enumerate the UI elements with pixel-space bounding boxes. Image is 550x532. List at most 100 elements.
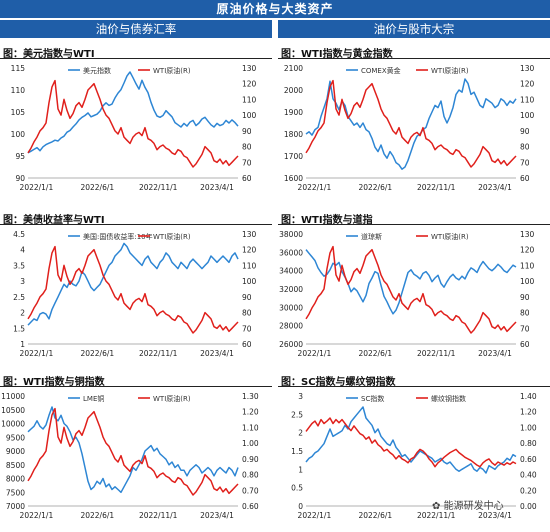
left-tick-label: 32000 — [279, 285, 303, 294]
x-tick-label: 2022/1/1 — [20, 511, 54, 520]
series-line-0 — [27, 242, 239, 326]
left-tick-label: 4.5 — [13, 230, 25, 239]
right-tick-label: 90 — [520, 127, 530, 136]
legend-label: 螺纹钢指数 — [431, 394, 466, 403]
left-tick-label: 2.5 — [13, 293, 25, 302]
x-tick-label: 2022/1/1 — [20, 349, 54, 358]
x-tick-label: 2022/6/1 — [80, 183, 114, 192]
right-tick-label: 60 — [242, 340, 252, 349]
x-tick-label: 2022/11/1 — [139, 183, 178, 192]
right-tick-label: 110 — [520, 261, 535, 270]
left-tick-label: 95 — [15, 152, 25, 161]
legend-label: WTI原油(R) — [431, 232, 469, 241]
left-tick-label: 8000 — [6, 475, 25, 484]
watermark: ✿ 能源研发中心 — [432, 497, 504, 512]
right-tick-label: 60 — [520, 340, 530, 349]
panel-divider — [278, 386, 550, 387]
x-tick-label: 2023/4/1 — [200, 349, 234, 358]
left-tick-label: 2 — [20, 309, 25, 318]
left-tick-label: 8500 — [6, 461, 25, 470]
right-tick-label: 100 — [242, 277, 257, 286]
left-tick-label: 28000 — [279, 322, 303, 331]
left-tick-label: 0 — [298, 502, 303, 511]
left-tick-label: 1900 — [284, 108, 303, 117]
panel-title: 图：美债收益率与WTI — [3, 215, 105, 226]
chart-panel-wti-dow: 图：WTI指数与道指 38000 36000 34000 32000 30000 2800… — [278, 210, 550, 370]
left-tick-label: 1.5 — [291, 447, 303, 456]
x-tick-label: 2022/1/1 — [20, 183, 54, 192]
series-line-0 — [27, 406, 239, 494]
right-tick-label: 0.80 — [520, 439, 537, 448]
legend-label: 美国:国债收益率:10年 — [83, 232, 153, 241]
left-tick-label: 26000 — [279, 340, 303, 349]
x-tick-label: 2022/1/1 — [298, 511, 332, 520]
left-tick-label: 9000 — [6, 447, 25, 456]
right-tick-label: 120 — [242, 80, 257, 89]
chart-wti-gold: 2100 2000 1900 1800 1700 1600 130 120 110 100 90 80… — [284, 64, 535, 192]
right-tick-label: 90 — [242, 127, 252, 136]
x-tick-label: 2022/11/1 — [139, 511, 178, 520]
right-tick-label: 130 — [520, 64, 535, 73]
series-line-0 — [305, 406, 517, 474]
page-banner: 原油价格与大类资产 — [0, 0, 550, 18]
left-tick-label: 30000 — [279, 303, 303, 312]
left-tick-label: 7000 — [6, 502, 25, 511]
right-tick-label: 1.10 — [242, 423, 259, 432]
right-tick-label: 0.80 — [242, 471, 259, 480]
left-tick-label: 2100 — [284, 64, 303, 73]
x-tick-label: 2023/4/1 — [200, 183, 234, 192]
x-tick-label: 2022/11/1 — [139, 349, 178, 358]
right-tick-label: 80 — [520, 309, 530, 318]
right-tick-label: 100 — [242, 111, 257, 120]
right-tick-label: 90 — [520, 293, 530, 302]
left-tick-label: 110 — [11, 86, 26, 95]
right-tick-label: 120 — [520, 80, 535, 89]
series-line-0 — [305, 78, 517, 170]
x-tick-label: 2022/1/1 — [298, 183, 332, 192]
right-tick-label: 70 — [242, 158, 252, 167]
x-tick-label: 2022/6/1 — [358, 511, 392, 520]
left-tick-label: 90 — [15, 174, 25, 183]
left-tick-label: 7500 — [6, 488, 25, 497]
left-tick-label: 2 — [298, 429, 303, 438]
left-tick-label: 36000 — [279, 248, 303, 257]
right-tick-label: 0.60 — [242, 502, 259, 511]
series-line-1 — [305, 245, 517, 334]
right-tick-label: 130 — [242, 230, 257, 239]
left-tick-label: 3.5 — [13, 261, 25, 270]
right-tick-label: 1.00 — [242, 439, 259, 448]
right-tick-label: 0.90 — [242, 455, 259, 464]
series-line-1 — [305, 79, 517, 168]
left-tick-label: 115 — [11, 64, 26, 73]
right-tick-label: 1.20 — [520, 408, 537, 417]
left-tick-label: 10500 — [1, 406, 25, 415]
panel-divider — [0, 386, 272, 387]
right-tick-label: 0.70 — [242, 486, 259, 495]
chart-panel-sc-rebar: 图：SC指数与螺纹钢指数 3 2.5 2 1.5 1 0.5 0 1.40 1.20 1.00 0.… — [278, 372, 550, 532]
x-tick-label: 2022/6/1 — [80, 349, 114, 358]
left-tick-label: 3 — [298, 392, 303, 401]
x-tick-label: 2022/6/1 — [80, 511, 114, 520]
x-tick-label: 2022/1/1 — [298, 349, 332, 358]
left-tick-label: 1700 — [284, 152, 303, 161]
right-tick-label: 0.60 — [520, 455, 537, 464]
left-tick-label: 4 — [20, 246, 25, 255]
legend-label: WTI原油(R) — [153, 232, 191, 241]
legend-label: SC指数 — [361, 394, 384, 403]
panel-title: 图：WTI指数与道指 — [281, 215, 373, 226]
legend-label: WTI原油(R) — [431, 66, 469, 75]
x-tick-label: 2022/11/1 — [417, 183, 456, 192]
right-tick-label: 0.40 — [520, 471, 537, 480]
x-tick-label: 2022/6/1 — [358, 183, 392, 192]
series-line-0 — [27, 71, 239, 154]
chart-yield-wti: 4.5 4 3.5 3 2.5 2 1.5 1 130 120 110 100 90 80 70 60 2022… — [13, 230, 257, 358]
legend-label: 美元指数 — [83, 66, 111, 75]
panel-divider — [0, 224, 272, 225]
right-tick-label: 130 — [520, 230, 535, 239]
legend-label: WTI原油(R) — [153, 66, 191, 75]
panel-title: 图：SC指数与螺纹钢指数 — [281, 377, 396, 388]
right-tick-label: 1.40 — [520, 392, 537, 401]
chart-panel-yield-wti: 图：美债收益率与WTI 4.5 4 3.5 3 2.5 2 1.5 1 130 120 110 100… — [0, 210, 272, 370]
x-tick-label: 2022/11/1 — [417, 511, 456, 520]
wechat-icon: ✿ — [432, 501, 441, 512]
